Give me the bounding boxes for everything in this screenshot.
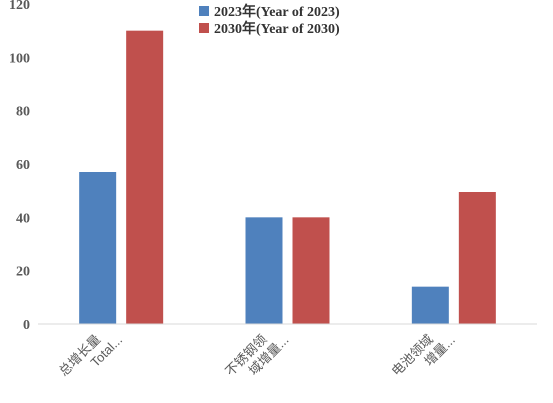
y-tick-label: 100 xyxy=(9,51,30,66)
y-tick-label: 80 xyxy=(16,105,30,120)
y-tick-label: 120 xyxy=(9,0,30,13)
bar-2023-0 xyxy=(79,172,117,324)
bar-2030-0 xyxy=(126,30,164,325)
x-axis: 总增长量Total... 不锈钢领域增量... 电池领域增量... xyxy=(56,321,458,390)
legend-label: 2030年(Year of 2030) xyxy=(214,20,340,37)
legend-swatch xyxy=(199,23,209,33)
y-tick-label: 20 xyxy=(16,265,30,280)
bar-2023-2 xyxy=(411,286,449,324)
legend-label: 2023年(Year of 2023) xyxy=(214,3,340,20)
bar-2023-1 xyxy=(245,217,283,324)
y-axis: 0 20 40 60 80 100 120 xyxy=(9,0,30,333)
legend-swatch xyxy=(199,6,209,16)
bars-group xyxy=(79,30,496,325)
x-tick-label: 电池领域增量... xyxy=(389,321,458,390)
legend: 2023年(Year of 2023)2030年(Year of 2030) xyxy=(199,3,340,37)
y-tick-label: 40 xyxy=(16,211,30,226)
x-tick-label: 总增长量Total... xyxy=(56,321,125,390)
bar-2030-1 xyxy=(292,217,330,324)
y-tick-label: 60 xyxy=(16,158,30,173)
y-tick-label: 0 xyxy=(23,318,30,333)
bar-2030-2 xyxy=(458,192,496,324)
x-tick-label: 不锈钢领域增量... xyxy=(222,321,291,390)
